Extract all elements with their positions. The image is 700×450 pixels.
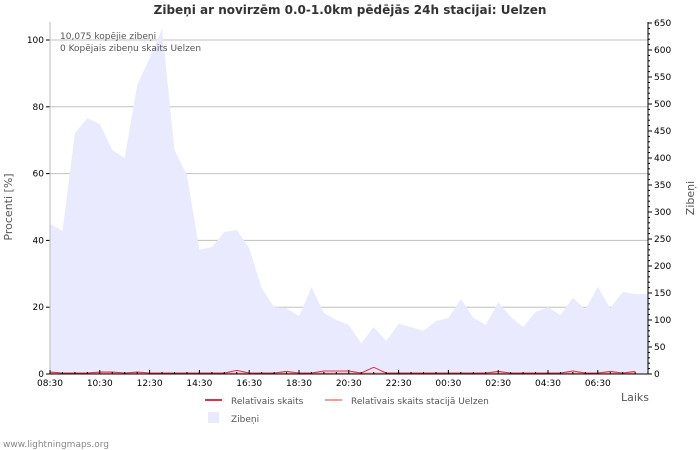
right-tick-label: 100 (654, 316, 671, 326)
right-tick-label: 600 (654, 46, 671, 56)
right-tick-label: 50 (654, 343, 666, 353)
x-tick-label: 02:30 (485, 379, 511, 389)
left-tick-label: 0 (38, 370, 44, 380)
right-tick-label: 300 (654, 208, 671, 218)
legend-swatch-strikes (208, 412, 219, 423)
right-tick-label: 500 (654, 100, 671, 110)
footer-link[interactable]: www.lightningmaps.org (3, 440, 109, 450)
right-tick-label: 200 (654, 262, 671, 272)
x-tick-label: 06:30 (585, 379, 611, 389)
left-tick-label: 20 (33, 303, 45, 313)
legend-strikes: Zibeņi (231, 415, 259, 425)
x-tick-label: 00:30 (435, 379, 461, 389)
x-tick-label: 18:30 (286, 379, 312, 389)
left-tick-label: 80 (33, 103, 45, 113)
left-tick-label: 60 (33, 170, 45, 180)
right-tick-label: 0 (654, 370, 660, 380)
left-tick-label: 100 (27, 36, 44, 46)
x-tick-label: 14:30 (186, 379, 212, 389)
right-tick-label: 150 (654, 289, 671, 299)
y-left-label: Procenti [%] (2, 173, 15, 240)
x-tick-label: 22:30 (386, 379, 412, 389)
x-tick-label: 08:30 (37, 379, 63, 389)
annotation-station: 0 Kopējais zibeņu skaits Uelzen (60, 44, 201, 54)
chart-title: Zibeņi ar novirzēm 0.0-1.0km pēdējās 24h… (154, 3, 547, 17)
x-tick-label: 20:30 (336, 379, 362, 389)
y-right-label: Zibeņi (684, 181, 697, 215)
legend-relative-station: Relatīvais skaits stacijā Uelzen (351, 397, 489, 407)
x-tick-label: 04:30 (535, 379, 561, 389)
right-tick-label: 250 (654, 235, 671, 245)
left-tick-label: 40 (33, 236, 45, 246)
relative-line (49, 366, 636, 374)
x-tick-label: 12:30 (137, 379, 163, 389)
legend-relative: Relatīvais skaits (231, 397, 304, 407)
annotation-total: 10,075 kopējie zibeņi (60, 32, 156, 42)
strikes-area (50, 28, 648, 375)
x-tick-label: 10:30 (87, 379, 113, 389)
x-tick-label: 16:30 (236, 379, 262, 389)
right-tick-label: 550 (654, 73, 671, 83)
right-tick-label: 400 (654, 154, 671, 164)
x-axis-label: Laiks (621, 391, 649, 404)
right-tick-label: 450 (654, 127, 671, 137)
right-tick-label: 650 (654, 19, 671, 29)
right-tick-label: 350 (654, 181, 671, 191)
